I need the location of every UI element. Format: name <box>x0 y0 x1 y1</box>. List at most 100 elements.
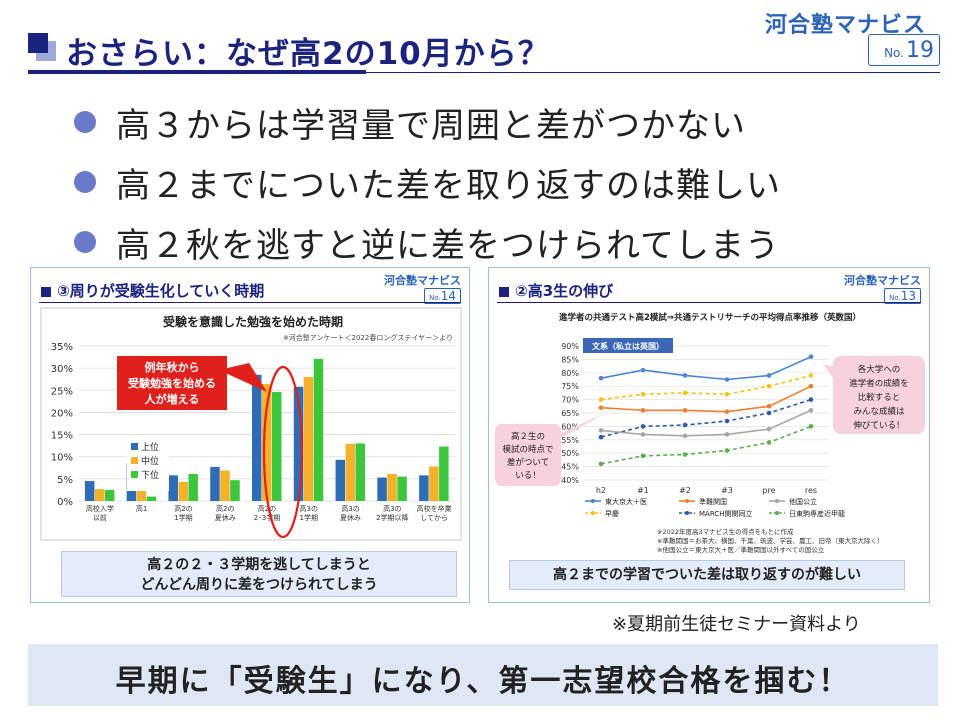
left-panel-caption: 高２の２・３学期を逃してしまうと どんどん周りに差をつけられてしまう <box>61 551 457 597</box>
line-point <box>682 433 688 439</box>
bar-y-tick: 35% <box>51 342 73 353</box>
line-y-tick: 50% <box>561 449 579 458</box>
right-note: ※準難関国＝お茶大、横国、千葉、筑波、学芸、農工、旧帝（東大京大除く） <box>657 536 883 545</box>
bullet-item: 高２秋を逃すと逆に差をつけられてしまう <box>74 212 781 272</box>
bar <box>419 475 429 501</box>
line-point <box>598 461 604 467</box>
line-chart-box-label: 文系（私立は英国） <box>592 341 664 351</box>
bottom-message: 早期に「受験生」になり、第一志望校合格を掴む！ <box>115 664 851 699</box>
line-series <box>600 385 812 413</box>
line-y-tick: 45% <box>561 463 579 472</box>
right-callout-left-line: 高２生の <box>511 431 545 442</box>
bar-y-tick: 15% <box>51 431 73 442</box>
right-callout-right-line: 伸びている！ <box>853 420 904 431</box>
bullet-item: 高３からは学習量で周囲と差がつかない <box>74 92 781 152</box>
line-point <box>766 410 772 416</box>
bar <box>230 480 240 501</box>
header-square <box>28 33 48 53</box>
bar-chart-subtitle: ※河合塾アンケート＜2022春ロングステイヤー＞より <box>283 333 453 342</box>
line-point <box>598 405 604 410</box>
bar-legend-swatch <box>131 443 138 450</box>
bar <box>252 374 262 501</box>
bar <box>429 466 439 501</box>
bar <box>168 475 178 501</box>
bar-x-tick: 2学期以降 <box>376 513 408 522</box>
line-point <box>682 373 688 378</box>
line-point <box>598 434 604 440</box>
left-panel-rule <box>39 302 461 303</box>
bar <box>377 477 387 501</box>
bar <box>293 386 304 501</box>
left-callout-line: 例年秋から <box>145 360 200 374</box>
bar <box>355 443 366 501</box>
line-point <box>724 432 730 437</box>
bullet-text: 高２秋を逃すと逆に差をつけられてしまう <box>116 225 780 266</box>
line-point <box>640 453 646 459</box>
bullet-list: 高３からは学習量で周囲と差がつかない 高２までについた差を取り返すのは難しい 高… <box>74 92 781 272</box>
bar <box>146 496 157 501</box>
left-panel-heading-text: ③周りが受験生化していく時期 <box>57 282 265 300</box>
line-series <box>600 355 812 381</box>
line-chart: 進学者の共通テスト高2模試⇒共通テストリサーチの平均得点率推移（英数国） 40%… <box>495 312 925 554</box>
line-point <box>682 422 688 428</box>
page-number-prefix: No. <box>884 46 904 60</box>
left-callout-line: 受験勉強を始める <box>128 376 216 390</box>
bullet-item: 高２までについた差を取り返すのは難しい <box>74 152 781 212</box>
bottom-message-box: 早期に「受験生」になり、第一志望校合格を掴む！ <box>28 644 938 706</box>
line-point <box>640 367 646 373</box>
header-underline <box>28 70 366 74</box>
line-y-tick: 60% <box>561 422 579 431</box>
line-y-tick: 85% <box>561 355 579 364</box>
right-callout-right-line: 進学者の成績を <box>849 378 909 389</box>
line-point <box>766 426 772 432</box>
bar <box>439 446 449 501</box>
bar-legend-label: 下位 <box>141 469 159 481</box>
bar-x-tick: 2･3学期 <box>254 513 280 522</box>
bar-x-tick: 高1 <box>136 504 147 513</box>
line-point <box>640 391 646 397</box>
right-callout-right: 各大学への 進学者の成績を 比較すると みんな成績は 伸びている！ <box>823 356 925 434</box>
left-callout: 例年秋から 受験勉強を始める 人が増える <box>117 356 267 410</box>
bar-legend-label: 中位 <box>141 455 159 467</box>
bullet-dot-icon <box>74 231 96 253</box>
right-panel-heading: ②高3生の伸び <box>499 280 613 301</box>
right-callout-left-line: 差がついて <box>507 457 549 468</box>
heading-square-icon <box>41 286 51 297</box>
line-legend-label: 他国公立 <box>789 497 817 506</box>
bar-y-tick: 30% <box>51 364 73 375</box>
right-callout-left-box <box>495 424 561 486</box>
right-callout-right-line: みんな成績は <box>853 406 905 417</box>
bar-x-tick: 高2の <box>174 504 192 513</box>
bar-x-tick: 高校入学 <box>86 504 114 513</box>
line-chart-title: 進学者の共通テスト高2模試⇒共通テストリサーチの平均得点率推移（英数国） <box>559 312 861 323</box>
line-point <box>724 377 730 382</box>
line-point <box>724 391 730 397</box>
line-point <box>640 424 646 429</box>
bar-y-tick: 25% <box>51 386 73 397</box>
line-point <box>766 383 772 389</box>
bar <box>397 476 407 501</box>
page-number-box <box>868 34 940 66</box>
left-caption-line: どんどん周りに差をつけられてしまう <box>140 577 378 593</box>
line-point <box>766 440 772 445</box>
bullet-text: 高３からは学習量で周囲と差がつかない <box>116 105 746 146</box>
right-callout-right-box <box>833 356 925 434</box>
bar <box>210 466 220 501</box>
bar <box>345 443 356 501</box>
bar-chart-title: 受験を意識した勉強を始めた時期 <box>163 314 343 329</box>
line-series <box>600 374 812 401</box>
bar-x-tick: 高2の <box>216 504 234 513</box>
line-chart-box-label-bg <box>583 338 673 353</box>
line-legend-marker <box>591 499 595 503</box>
line-y-tick: 80% <box>561 369 579 378</box>
bar-legend-label: 上位 <box>141 441 159 453</box>
right-callout-left-line: いる！ <box>515 471 541 481</box>
right-panel-page-value: 13 <box>900 289 916 303</box>
line-point <box>598 428 604 433</box>
line-point <box>724 448 730 453</box>
page-title: おさらい：なぜ高2の10月から？ <box>66 36 550 72</box>
bar <box>335 459 346 501</box>
left-callout-pointer <box>219 363 267 392</box>
bullet-text: 高２までについた差を取り返すのは難しい <box>116 165 781 206</box>
left-panel-page-value: 14 <box>440 289 456 303</box>
